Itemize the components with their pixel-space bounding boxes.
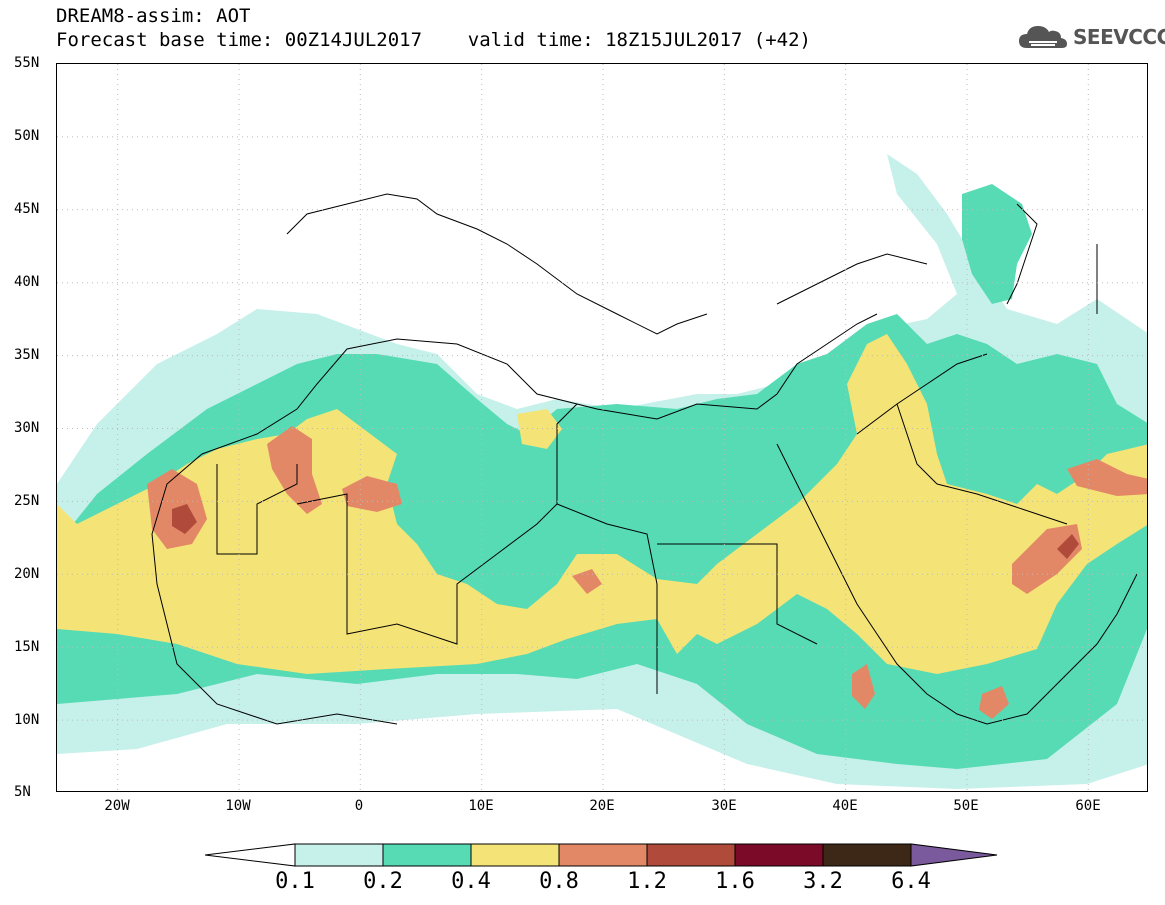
forecast-time-subtitle: Forecast base time: 00Z14JUL2017 valid t… — [56, 29, 811, 51]
lon-label: 20W — [104, 798, 130, 814]
lon-label: 50E — [953, 798, 979, 814]
colorbar-label: 0.2 — [363, 869, 403, 894]
lon-label: 10E — [468, 798, 494, 814]
colorbar-segment — [822, 843, 912, 867]
colorbar-segment — [910, 843, 998, 867]
aot-band-1.2 — [172, 504, 197, 534]
aot-band-0.8 — [979, 686, 1009, 719]
colorbar-label: 0.8 — [539, 869, 579, 894]
lon-label: 10W — [225, 798, 251, 814]
colorbar-segment — [470, 843, 560, 867]
aot-band-0.2-caspian — [962, 184, 1032, 304]
lat-label: 5N — [14, 784, 31, 800]
colorbar-label: 1.6 — [715, 869, 755, 894]
lat-label: 20N — [14, 566, 40, 582]
lon-label: 0 — [354, 798, 364, 814]
lon-label: 60E — [1075, 798, 1101, 814]
aot-band-1.2 — [1057, 534, 1079, 559]
lat-label: 15N — [14, 639, 40, 655]
graticule — [57, 64, 1147, 791]
map-title: DREAM8-assim: AOT — [56, 5, 251, 27]
seevccc-logo: SEEVCCC — [1017, 22, 1165, 52]
coastline — [151, 193, 1138, 725]
colorbar-label: 0.1 — [275, 869, 315, 894]
lat-label: 45N — [14, 201, 40, 217]
lat-label: 50N — [14, 128, 40, 144]
lat-label: 35N — [14, 347, 40, 363]
lat-label: 55N — [14, 55, 40, 71]
aot-band-0.8 — [267, 426, 322, 514]
aot-band-0.4 — [57, 334, 1147, 674]
aot-map[interactable] — [56, 63, 1148, 792]
aot-band-0.8 — [342, 476, 402, 512]
cloud-icon — [1019, 26, 1067, 48]
aot-band-0.4-blob — [517, 409, 562, 449]
lat-label: 30N — [14, 420, 40, 436]
lat-label: 10N — [14, 712, 40, 728]
colorbar-label: 6.4 — [891, 869, 931, 894]
colorbar-segment — [204, 843, 296, 867]
colorbar-segment — [646, 843, 736, 867]
lat-label: 40N — [14, 274, 40, 290]
lat-label: 25N — [14, 493, 40, 509]
colorbar — [204, 842, 1000, 872]
aot-band-0.8 — [572, 569, 602, 594]
colorbar-segment — [734, 843, 824, 867]
colorbar-segment — [558, 843, 648, 867]
colorbar-label: 1.2 — [627, 869, 667, 894]
colorbar-segment — [382, 843, 472, 867]
lon-label: 40E — [832, 798, 858, 814]
lon-label: 30E — [711, 798, 737, 814]
colorbar-label: 0.4 — [451, 869, 491, 894]
aot-map-canvas — [57, 64, 1147, 791]
aot-band-0.8 — [1067, 459, 1147, 496]
aot-band-0.8 — [852, 664, 875, 709]
colorbar-segment — [294, 843, 384, 867]
lon-label: 20E — [589, 798, 615, 814]
logo-text: SEEVCCC — [1073, 25, 1165, 49]
colorbar-label: 3.2 — [803, 869, 843, 894]
